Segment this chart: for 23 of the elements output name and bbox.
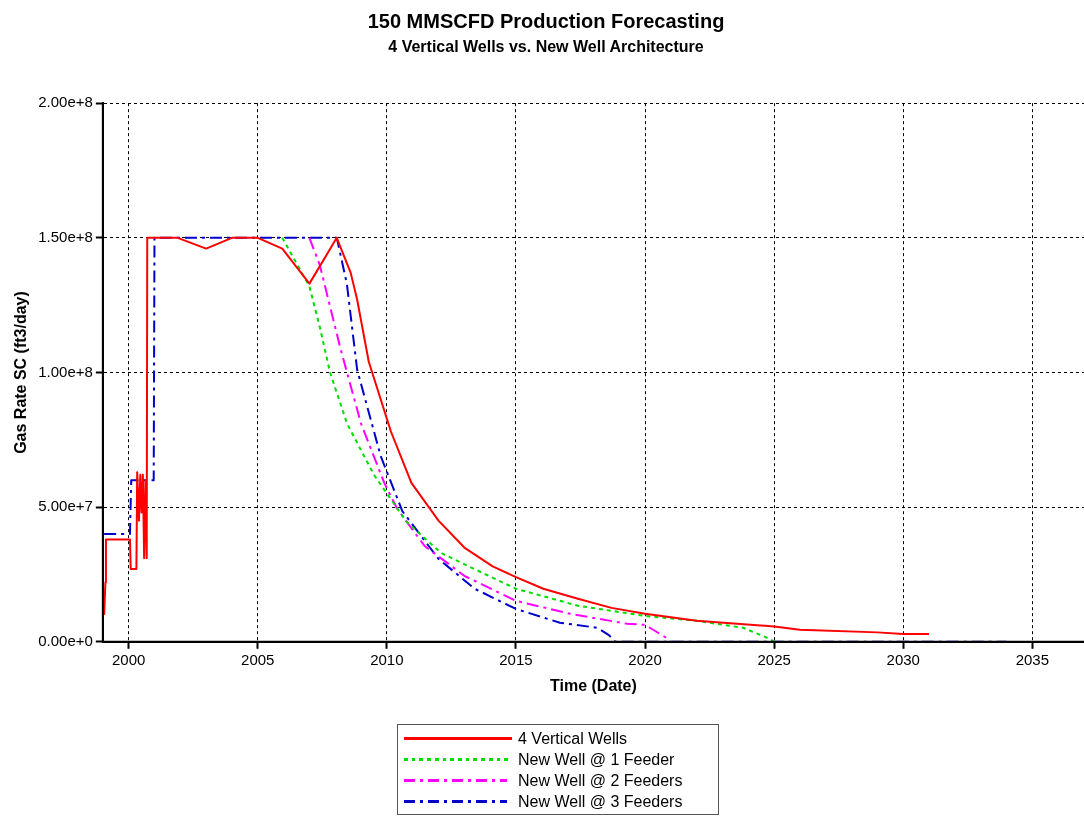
legend-label: 4 Vertical Wells xyxy=(518,729,628,748)
legend-label: New Well @ 2 Feeders xyxy=(518,771,683,790)
x-tick-label: 2025 xyxy=(757,650,791,668)
y-tick-label: 1.00e+8 xyxy=(38,362,93,380)
y-axis-title: Gas Rate SC (ft3/day) xyxy=(12,291,30,454)
x-axis-title: Time (Date) xyxy=(550,676,637,694)
chart-title: 150 MMSCFD Production Forecasting xyxy=(367,9,725,32)
x-tick-label: 2000 xyxy=(111,650,146,668)
y-tick-label: 1.50e+8 xyxy=(38,227,93,245)
x-tick-label: 2020 xyxy=(628,650,662,668)
y-tick-label: 5.00e+7 xyxy=(38,497,93,515)
line-series xyxy=(281,236,776,642)
legend-label: New Well @ 3 Feeders xyxy=(518,792,683,811)
y-tick-label: 0.00e+0 xyxy=(38,631,93,649)
line-series xyxy=(308,236,672,642)
x-tick-label: 2005 xyxy=(241,650,275,668)
y-tick-label: 2.00e+8 xyxy=(38,93,93,111)
x-tick-label: 2030 xyxy=(886,650,920,668)
legend-label: New Well @ 1 Feeder xyxy=(518,750,675,769)
x-tick-label: 2035 xyxy=(1015,650,1050,668)
x-tick-label: 2015 xyxy=(499,650,533,668)
x-tick-label: 2010 xyxy=(370,650,404,668)
chart-subtitle: 4 Vertical Wells vs. New Well Architecture xyxy=(388,38,704,56)
